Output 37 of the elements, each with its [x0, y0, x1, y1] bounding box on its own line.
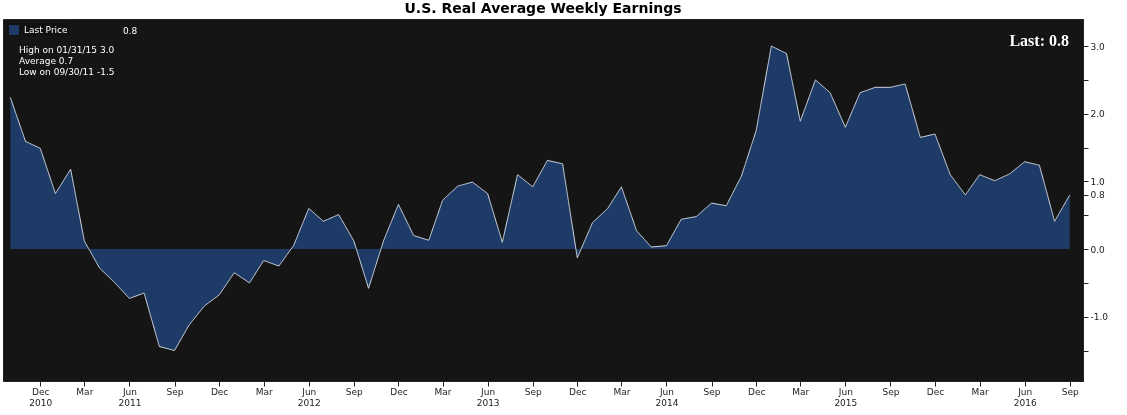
annotation: High on 01/31/15 3.0 [19, 45, 115, 55]
y-tick-label: 1.0 [1090, 176, 1106, 187]
x-tick-label: Sep [1061, 386, 1080, 397]
x-tick-label: Dec [747, 386, 766, 397]
y-tick-label: 3.0 [1090, 41, 1106, 52]
x-tick-label: Dec [926, 386, 945, 397]
x-tick-label: Sep [882, 386, 900, 397]
x-tick-label: Jun 2014 [655, 386, 679, 408]
x-tick-label: Sep [703, 386, 721, 397]
y-tick-label: 0.0 [1090, 244, 1106, 255]
x-tick-label: Mar [792, 386, 810, 397]
x-tick-label: Sep [345, 386, 364, 397]
x-tick-label: Jun 2011 [118, 386, 142, 408]
x-tick-label: Dec [569, 386, 587, 397]
x-tick-label: Jun 2015 [834, 386, 858, 408]
annotation: Low on 09/30/11 -1.5 [19, 67, 115, 77]
x-tick-label: Mar [255, 386, 273, 397]
x-tick-label: Sep [524, 386, 542, 397]
x-tick-label: Sep [166, 386, 184, 397]
x-tick-label: Mar [613, 386, 631, 397]
x-tick-label: Mar [76, 386, 94, 397]
x-tick-label: Jun 2012 [297, 386, 321, 408]
annotation: 0.8 [123, 26, 138, 36]
x-tick-label: Dec 2010 [29, 386, 53, 408]
x-tick-label: Dec [210, 386, 229, 397]
legend-label: Last Price [24, 25, 69, 35]
x-tick-label: Jun 2016 [1013, 386, 1037, 408]
y-tick-label: -1.0 [1090, 312, 1109, 323]
annotation: Average 0.7 [19, 56, 74, 66]
x-tick-label: Mar [434, 386, 452, 397]
x-tick-label: Dec [390, 386, 408, 397]
y-tick-label: 0.8 [1090, 190, 1106, 201]
annotation: Last: 0.8 [1009, 32, 1069, 49]
x-tick-label: Jun 2013 [476, 386, 500, 408]
y-tick-label: 2.0 [1090, 109, 1106, 120]
x-tick-label: Mar [971, 386, 989, 397]
chart-title: U.S. Real Average Weekly Earnings [404, 0, 682, 16]
